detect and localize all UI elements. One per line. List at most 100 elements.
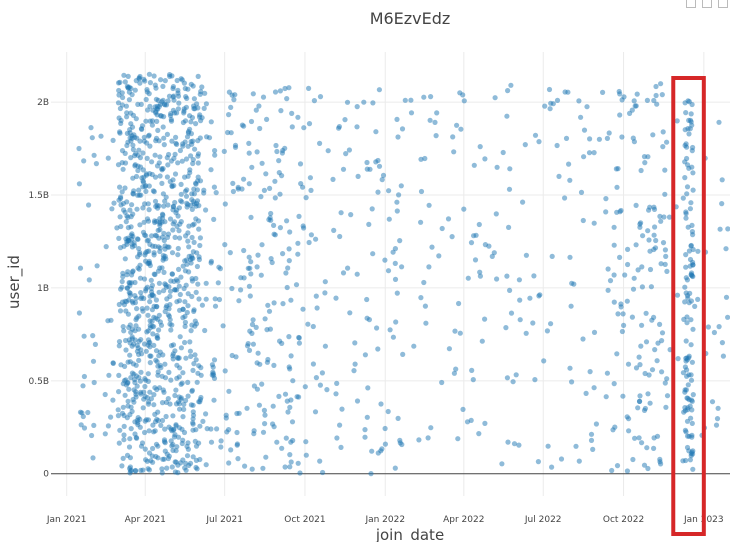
modebar[interactable] [686, 0, 730, 10]
scatter-point [202, 327, 208, 334]
scatter-point [683, 355, 689, 361]
scatter-point [230, 180, 236, 186]
scatter-point [250, 91, 256, 97]
scatter-point [303, 195, 309, 201]
scatter-point [91, 422, 97, 428]
scatter-point [175, 87, 181, 93]
scatter-point [646, 207, 652, 213]
scatter-point [218, 438, 224, 444]
scatter-point [382, 425, 388, 432]
scatter-point [168, 118, 175, 124]
scatter-point [664, 376, 670, 382]
scatter-point [549, 253, 555, 259]
scatter-point [137, 424, 143, 430]
scatter-point [168, 327, 174, 333]
scatter-point [155, 369, 161, 375]
scatter-point [322, 290, 328, 296]
scatter-point [116, 343, 122, 349]
scatter-point [272, 89, 279, 95]
scatter-point [319, 370, 325, 376]
x-tick-label: Oct 2022 [603, 515, 644, 525]
scatter-point [149, 122, 155, 128]
scatter-point [195, 138, 201, 144]
scatter-point [339, 406, 345, 412]
scatter-point [507, 166, 513, 172]
scatter-point [611, 299, 617, 305]
scatter-point [690, 187, 696, 193]
scatter-point [161, 135, 167, 141]
scatter-point [162, 281, 168, 287]
scatter-point [593, 421, 600, 427]
scatter-point [591, 385, 597, 391]
scatter-point [170, 342, 177, 348]
scatter-point [259, 381, 265, 387]
scatter-point [647, 248, 653, 254]
scatter-point [90, 358, 97, 364]
scatter-point [720, 353, 727, 359]
scatter-point [193, 216, 199, 222]
autoscale-icon[interactable] [686, 0, 696, 8]
scatter-point [119, 160, 125, 166]
scatter-point [246, 283, 252, 289]
scatter-point [176, 205, 182, 211]
scatter-point [647, 400, 653, 406]
scatter-point [148, 458, 154, 464]
scatter-point [287, 464, 293, 470]
scatter-point [212, 296, 218, 302]
scatter-point [199, 84, 205, 90]
scatter-point [284, 284, 290, 291]
scatter-point [121, 207, 127, 213]
scatter-point [150, 422, 156, 428]
scatter-point [651, 97, 657, 104]
scatter-point [287, 452, 293, 458]
scatter-point [423, 320, 429, 326]
scatter-point [110, 360, 116, 366]
scatter-point [151, 189, 157, 195]
scatter-point [166, 284, 172, 290]
scatter-point [554, 97, 561, 103]
scatter-point [260, 465, 266, 471]
scatter-point [609, 467, 615, 474]
scatter-point [680, 195, 686, 201]
camera-icon[interactable] [718, 0, 728, 8]
pan-icon[interactable] [702, 0, 712, 8]
scatter-point [175, 252, 181, 258]
scatter-point [142, 383, 148, 390]
scatter-point [114, 225, 120, 231]
scatter-point [611, 242, 617, 248]
scatter-point [122, 185, 128, 191]
scatter-point [432, 119, 438, 125]
scatter-point [633, 202, 639, 208]
scatter-point [179, 380, 185, 386]
scatter-point [681, 316, 687, 322]
scatter-point [680, 458, 686, 464]
scatter-point [196, 254, 202, 260]
scatter-point [132, 328, 138, 334]
scatter-point [177, 291, 183, 298]
scatter-point [658, 261, 664, 267]
scatter-point [193, 321, 200, 327]
scatter-point [682, 127, 688, 133]
scatter-point [168, 377, 174, 383]
scatter-point [379, 446, 385, 452]
scatter-point [272, 195, 278, 201]
scatter-point [617, 91, 623, 97]
scatter-point [660, 240, 667, 246]
scatter-point [613, 166, 620, 172]
scatter-point [450, 134, 456, 140]
scatter-point [170, 413, 176, 419]
scatter-point [612, 424, 618, 430]
scatter-point [257, 361, 263, 367]
scatter-point [171, 93, 177, 99]
scatter-point [174, 299, 180, 305]
scatter-point [689, 359, 696, 365]
scatter-point [246, 150, 252, 156]
scatter-point [153, 135, 160, 141]
scatter-point [178, 345, 184, 351]
scatter-point [385, 408, 391, 415]
scatter-point [183, 355, 189, 361]
scatter-point [640, 233, 646, 239]
scatter-point [184, 309, 190, 316]
scatter-point [674, 292, 681, 298]
scatter-point [180, 437, 186, 443]
